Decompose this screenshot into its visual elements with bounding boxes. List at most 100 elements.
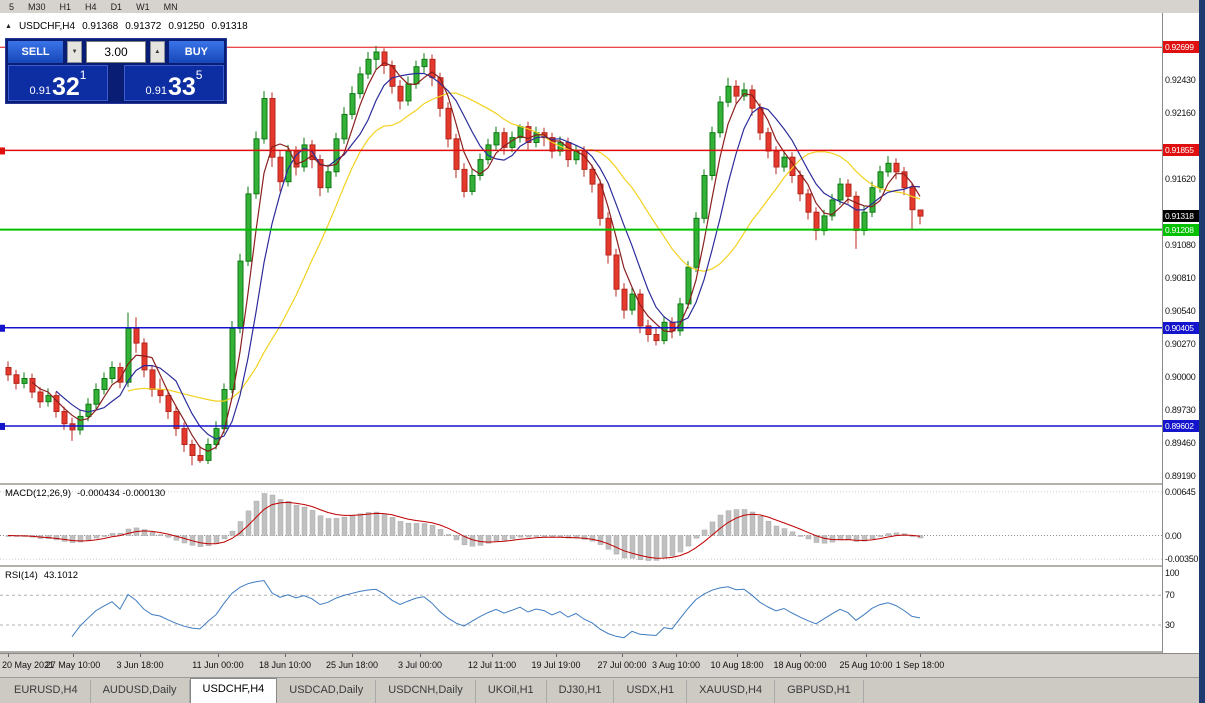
level-edge-marker: [0, 324, 5, 332]
pane-splitter[interactable]: [0, 483, 1199, 485]
price-tag: 0.91318: [1163, 210, 1200, 223]
price-tag: 0.89602: [1163, 419, 1200, 432]
macd-label: MACD(12,26,9) -0.000434 -0.000130: [5, 488, 165, 499]
chart-tab-usdcad[interactable]: USDCAD,Daily: [277, 680, 377, 703]
buy-price-big: 33: [167, 73, 196, 101]
time-axis[interactable]: 20 May 2021 27 May 10:00 3 Jun 18:00 11 Jun…: [0, 653, 1199, 677]
chart-symbol-ohlc: ▲ USDCHF,H4 0.91368 0.91372 0.91250 0.91…: [5, 21, 248, 32]
time-axis-tick: [800, 654, 801, 657]
time-axis-tick: [352, 654, 353, 657]
macd-axis-label: -0.00350: [1165, 554, 1199, 565]
timeframe-button-5[interactable]: 5: [9, 1, 15, 12]
pane-splitter[interactable]: [0, 565, 1199, 567]
price-tag: 0.92699: [1163, 41, 1200, 54]
timeframe-button-h4[interactable]: H4: [85, 1, 97, 12]
volume-input[interactable]: [86, 41, 146, 63]
buy-button[interactable]: BUY: [168, 41, 224, 63]
price-tag: 0.90405: [1163, 321, 1200, 334]
level-edge-marker: [0, 147, 5, 155]
rsi-axis-label: 100: [1165, 567, 1180, 578]
time-axis-tick: [866, 654, 867, 657]
chart-tab-ukoil[interactable]: UKOil,H1: [476, 680, 547, 703]
close-value: 0.91318: [211, 21, 248, 32]
time-axis-tick: [218, 654, 219, 657]
chart-tab-usdx[interactable]: USDX,H1: [614, 680, 688, 703]
price-axis-label: 0.92160: [1165, 108, 1196, 119]
rsi-axis-label: 70: [1165, 590, 1175, 601]
timeframe-button-w1[interactable]: W1: [136, 1, 150, 12]
time-axis-tick: [920, 654, 921, 657]
rsi-value: 43.1012: [43, 570, 79, 581]
price-tag: 0.91855: [1163, 144, 1200, 157]
macd-axis-label: 0.00: [1165, 530, 1182, 541]
sell-price-big: 32: [51, 73, 80, 101]
sell-button[interactable]: SELL: [8, 41, 64, 63]
arrow-down-icon: ▼: [71, 49, 78, 55]
time-axis-tick: [556, 654, 557, 657]
moving-averages: [31, 62, 921, 452]
sell-price-sup: 1: [79, 68, 87, 82]
timeframe-button-mn[interactable]: MN: [163, 1, 178, 12]
buy-price[interactable]: 0.91 33 5: [124, 65, 224, 101]
price-axis-label: 0.91080: [1165, 240, 1196, 251]
macd-signal-line: [7, 501, 921, 559]
time-axis-label: 11 Jun 00:00: [192, 660, 244, 670]
price-axis-label: 0.90270: [1165, 339, 1196, 350]
rsi-chart[interactable]: [0, 567, 1162, 651]
chart-tab-gbpusd[interactable]: GBPUSD,H1: [775, 680, 864, 703]
volume-decrease-button[interactable]: ▼: [67, 41, 82, 63]
price-tag: 0.91208: [1163, 223, 1200, 236]
macd-values: -0.000434 -0.000130: [77, 488, 166, 499]
time-axis-label: 18 Jun 10:00: [258, 660, 312, 670]
time-axis-label: 19 Jul 19:00: [531, 660, 581, 670]
time-axis-label: 18 Aug 00:00: [773, 660, 827, 670]
open-value: 0.91368: [82, 21, 119, 32]
price-axis-label: 0.89190: [1165, 471, 1196, 482]
timeframe-toolbar: 5 M30 H1 H4 D1 W1 MN: [0, 0, 1199, 13]
chart-tab-audusd[interactable]: AUDUSD,Daily: [91, 680, 190, 703]
price-axis[interactable]: 0.92430 0.92160 0.91620 0.91080 0.90810 0.905…: [1162, 13, 1200, 653]
timeframe-button-m30[interactable]: M30: [28, 1, 46, 12]
time-axis-label: 1 Sep 18:00: [895, 660, 945, 670]
high-value: 0.91372: [125, 21, 162, 32]
time-axis-tick: [73, 654, 74, 657]
price-axis-label: 0.90540: [1165, 306, 1196, 317]
buy-price-sup: 5: [195, 68, 203, 82]
time-axis-tick: [8, 654, 9, 657]
buy-price-prefix: 0.91: [145, 85, 167, 97]
time-axis-label: 12 Jul 11:00: [467, 660, 517, 670]
chart-tab-usdchf[interactable]: USDCHF,H4: [189, 678, 278, 703]
time-axis-label: 3 Jul 00:00: [397, 660, 443, 670]
price-axis-label: 0.89460: [1165, 438, 1196, 449]
time-axis-tick: [140, 654, 141, 657]
price-axis-label: 0.92430: [1165, 75, 1196, 86]
chart-tab-usdcnh[interactable]: USDCNH,Daily: [376, 680, 476, 703]
price-axis-label: 0.90810: [1165, 273, 1196, 284]
chart-tab-dj30[interactable]: DJ30,H1: [547, 680, 615, 703]
time-axis-label: 20 May 2021: [2, 660, 55, 670]
time-axis-tick: [622, 654, 623, 657]
time-axis-label: 3 Jun 18:00: [116, 660, 164, 670]
macd-chart[interactable]: [0, 485, 1162, 565]
price-axis-label: 0.91620: [1165, 174, 1196, 185]
rsi-line: [71, 579, 921, 639]
timeframe-button-d1[interactable]: D1: [110, 1, 123, 12]
time-axis-label: 27 May 10:00: [45, 660, 101, 670]
timeframe-button-h1[interactable]: H1: [59, 1, 72, 12]
time-axis-label: 25 Jun 18:00: [325, 660, 379, 670]
price-axis-label: 0.90000: [1165, 372, 1196, 383]
sell-price[interactable]: 0.91 32 1: [8, 65, 108, 101]
arrow-up-icon: ▲: [154, 49, 161, 55]
macd-histogram: [5, 493, 924, 561]
rsi-label: RSI(14) 43.1012: [5, 570, 78, 581]
price-axis-label: 0.89730: [1165, 405, 1196, 416]
one-click-trading-panel: SELL ▼ ▲ BUY 0.91 32 1 0.91 33 5: [5, 38, 227, 104]
horizontal-levels[interactable]: [0, 46, 1162, 430]
chart-tab-xauusd[interactable]: XAUUSD,H4: [687, 680, 776, 703]
volume-increase-button[interactable]: ▲: [150, 41, 165, 63]
pane-splitter[interactable]: [0, 651, 1199, 653]
sell-price-prefix: 0.91: [29, 85, 51, 97]
chart-tab-eurusd[interactable]: EURUSD,H4: [2, 680, 91, 703]
time-axis-label: 10 Aug 18:00: [710, 660, 764, 670]
